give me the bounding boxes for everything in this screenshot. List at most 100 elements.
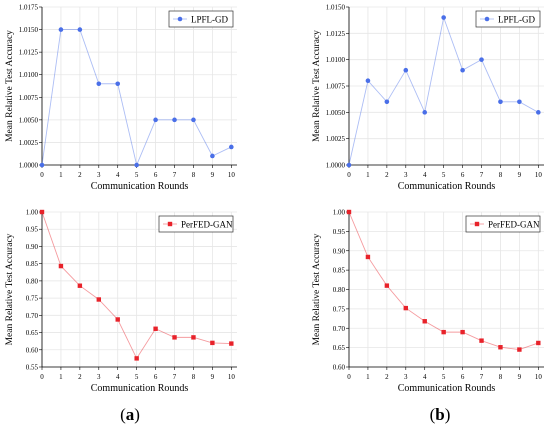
x-tick-label: 7 xyxy=(173,373,177,381)
y-tick-label: 1.0100 xyxy=(19,71,39,79)
y-tick-label: 1.00 xyxy=(333,209,346,217)
data-point xyxy=(441,15,446,20)
data-point xyxy=(403,305,408,311)
x-tick-label: 3 xyxy=(97,373,101,381)
data-point xyxy=(210,153,215,159)
data-point xyxy=(346,162,352,168)
data-point xyxy=(96,297,101,302)
data-point xyxy=(403,67,409,73)
y-tick-label: 1.0025 xyxy=(19,139,39,147)
data-point xyxy=(39,209,45,215)
x-tick-label: 4 xyxy=(116,373,120,381)
y-tick-label: 0.80 xyxy=(333,286,346,294)
data-point xyxy=(191,335,196,340)
data-point xyxy=(153,326,158,331)
x-tick-label: 5 xyxy=(135,373,139,381)
x-tick-label: 7 xyxy=(480,171,484,179)
data-point xyxy=(115,317,120,322)
y-tick-label: 1.0125 xyxy=(326,30,346,38)
data-point xyxy=(422,319,427,324)
data-point xyxy=(39,162,45,168)
legend-marker xyxy=(474,221,480,227)
data-point xyxy=(384,99,390,105)
y-axis-label: Mean Relative Test Accuracy xyxy=(312,233,322,345)
data-point xyxy=(536,340,541,346)
legend-marker xyxy=(167,221,173,227)
data-point xyxy=(498,345,503,350)
legend-box xyxy=(475,10,541,28)
x-axis-label: Communication Rounds xyxy=(91,181,189,192)
y-tick-label: 1.0150 xyxy=(19,26,39,34)
y-tick-label: 0.75 xyxy=(333,305,346,313)
y-axis-label: Mean Relative Test Accuracy xyxy=(5,233,15,345)
x-tick-label: 8 xyxy=(192,373,196,381)
x-tick-label: 2 xyxy=(78,171,82,179)
x-tick-label: 4 xyxy=(423,171,427,179)
x-tick-label: 9 xyxy=(211,373,215,381)
y-tick-label: 0.65 xyxy=(333,344,346,352)
x-axis-label: Communication Rounds xyxy=(398,181,496,192)
data-point xyxy=(115,81,121,87)
y-tick-label: 0.65 xyxy=(26,329,39,337)
y-tick-label: 1.0050 xyxy=(19,116,39,124)
data-point xyxy=(134,356,139,361)
y-axis-label: Mean Relative Test Accuracy xyxy=(312,30,322,142)
y-tick-label: 1.0000 xyxy=(326,162,346,170)
x-tick-label: 10 xyxy=(535,373,543,381)
y-tick-label: 0.95 xyxy=(333,228,346,236)
data-point xyxy=(191,117,196,123)
x-tick-label: 9 xyxy=(211,171,215,179)
x-tick-label: 3 xyxy=(404,171,408,179)
x-tick-label: 0 xyxy=(40,171,44,179)
data-point xyxy=(365,78,371,84)
chart-4: 0 1 2 3 4 5 6 7 8 9 10 0.60 0.65 0.70 0.75 0.80 0.85 0.90… xyxy=(312,209,544,394)
chart-3: 0 1 2 3 4 5 6 7 8 9 10 0.55 0.60 0.65 0.70 0.75 0.80 0.85… xyxy=(5,209,237,394)
data-point xyxy=(460,67,465,73)
x-tick-label: 8 xyxy=(499,171,503,179)
y-tick-label: 0.85 xyxy=(26,260,39,268)
x-tick-label: 6 xyxy=(461,373,465,381)
data-point xyxy=(172,335,177,340)
data-point xyxy=(384,283,390,288)
data-point xyxy=(479,338,484,343)
y-tick-label: 0.90 xyxy=(333,247,346,255)
y-tick-label: 1.0075 xyxy=(326,83,346,91)
legend-box xyxy=(168,10,234,28)
x-tick-label: 10 xyxy=(228,171,236,179)
y-tick-label: 0.60 xyxy=(333,364,346,372)
x-tick-label: 9 xyxy=(518,171,522,179)
legend-label: PerFED-GAN xyxy=(488,220,540,230)
x-tick-label: 8 xyxy=(192,171,196,179)
data-point xyxy=(229,341,234,346)
legend-label: LPFL-GD xyxy=(498,15,536,25)
data-point xyxy=(536,110,541,115)
x-tick-label: 2 xyxy=(78,373,82,381)
x-tick-label: 7 xyxy=(480,373,484,381)
legend-marker xyxy=(484,16,490,22)
y-tick-label: 0.55 xyxy=(26,364,39,372)
x-tick-label: 8 xyxy=(499,373,503,381)
legend-box xyxy=(158,215,234,233)
x-tick-label: 5 xyxy=(442,373,446,381)
data-point xyxy=(58,263,64,269)
x-tick-label: 2 xyxy=(385,171,389,179)
chart-1: 0 1 2 3 4 5 6 7 8 9 10 1.0000 1.0025 1.0050 1.0075 1.01… xyxy=(5,4,237,192)
x-tick-label: 4 xyxy=(116,171,120,179)
x-tick-label: 0 xyxy=(40,373,44,381)
x-axis-label: Communication Rounds xyxy=(91,383,189,394)
legend-label: LPFL-GD xyxy=(191,15,229,25)
y-tick-label: 0.60 xyxy=(26,346,39,354)
y-tick-label: 1.0000 xyxy=(19,162,39,170)
x-tick-label: 4 xyxy=(423,373,427,381)
y-tick-label: 1.0050 xyxy=(326,109,346,117)
data-point xyxy=(460,329,465,335)
data-point xyxy=(134,162,139,168)
y-tick-label: 1.0125 xyxy=(19,49,39,57)
data-point xyxy=(229,144,234,150)
legend-marker xyxy=(177,16,183,22)
data-point xyxy=(96,81,102,87)
data-point xyxy=(422,110,428,115)
x-tick-label: 5 xyxy=(442,171,446,179)
data-point xyxy=(210,340,215,346)
